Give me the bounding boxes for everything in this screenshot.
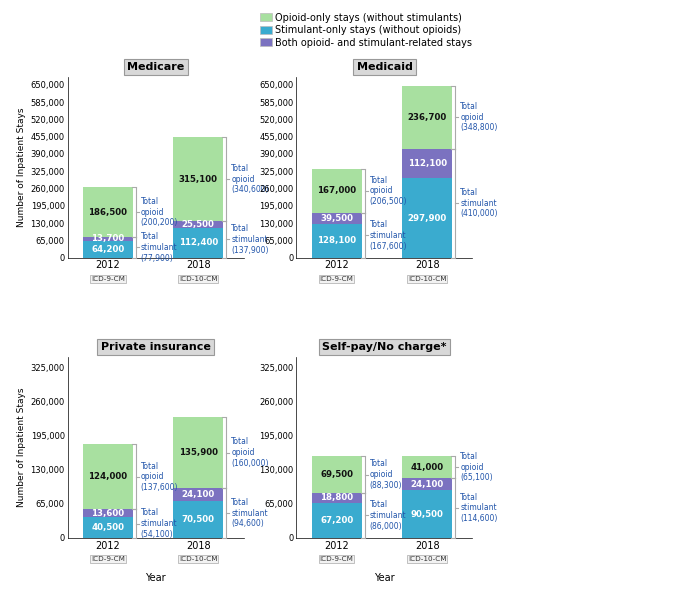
Bar (311, 502, 362, 538)
X-axis label: Year: Year (374, 573, 395, 583)
Text: Total
opioid
(65,100): Total opioid (65,100) (460, 452, 493, 482)
Bar (402, 491, 452, 538)
Text: ICD-9-CM: ICD-9-CM (320, 556, 354, 562)
Text: 69,500: 69,500 (320, 470, 353, 479)
Text: 90,500: 90,500 (411, 509, 443, 518)
Text: Total
opioid
(137,600): Total opioid (137,600) (141, 462, 178, 492)
Bar (402, 178, 452, 258)
Bar (173, 501, 223, 538)
Bar (402, 86, 452, 148)
Text: Total
stimulant
(54,100): Total stimulant (54,100) (141, 508, 178, 539)
Title: Medicare: Medicare (127, 62, 184, 72)
Text: 297,900: 297,900 (408, 213, 447, 222)
Bar (311, 493, 362, 502)
Title: Private insurance: Private insurance (101, 342, 211, 352)
Text: ICD-10-CM: ICD-10-CM (179, 275, 217, 282)
Text: ICD-10-CM: ICD-10-CM (408, 556, 446, 562)
Title: Self-pay/No charge*: Self-pay/No charge* (322, 342, 447, 352)
Text: ICD-10-CM: ICD-10-CM (408, 275, 446, 282)
Bar (82, 241, 133, 258)
Legend: Opioid-only stays (without stimulants), Stimulant-only stays (without opioids), : Opioid-only stays (without stimulants), … (258, 11, 475, 50)
Text: 24,100: 24,100 (410, 479, 444, 489)
Text: 128,100: 128,100 (317, 236, 356, 245)
Text: Total
opioid
(206,500): Total opioid (206,500) (370, 176, 407, 206)
Bar (173, 228, 223, 258)
Text: Total
stimulant
(410,000): Total stimulant (410,000) (460, 188, 497, 218)
Title: Medicaid: Medicaid (356, 62, 412, 72)
Text: 124,000: 124,000 (88, 472, 128, 482)
Text: Total
stimulant
(77,900): Total stimulant (77,900) (141, 232, 178, 262)
Bar (82, 509, 133, 517)
Text: 112,100: 112,100 (408, 159, 447, 168)
Bar (311, 168, 362, 213)
Text: 112,400: 112,400 (179, 238, 218, 247)
Text: 67,200: 67,200 (320, 516, 353, 525)
Text: Total
opioid
(160,000): Total opioid (160,000) (232, 437, 269, 468)
Text: Total
stimulant
(86,000): Total stimulant (86,000) (370, 500, 406, 531)
Bar (402, 478, 452, 491)
Text: 70,500: 70,500 (182, 515, 215, 524)
Text: 167,000: 167,000 (317, 186, 356, 196)
Bar (311, 223, 362, 258)
Bar (82, 517, 133, 538)
Text: 40,500: 40,500 (91, 522, 124, 532)
Bar (173, 488, 223, 501)
Text: Total
opioid
(340,600): Total opioid (340,600) (232, 164, 269, 194)
Text: ICD-10-CM: ICD-10-CM (179, 556, 217, 562)
Y-axis label: Number of Inpatient Stays: Number of Inpatient Stays (18, 388, 26, 507)
Text: ICD-9-CM: ICD-9-CM (91, 275, 125, 282)
Bar (82, 237, 133, 241)
Bar (173, 417, 223, 488)
Text: 135,900: 135,900 (179, 448, 218, 457)
Bar (82, 444, 133, 509)
Bar (402, 456, 452, 478)
Text: Total
stimulant
(114,600): Total stimulant (114,600) (460, 492, 497, 523)
Text: 13,600: 13,600 (91, 508, 124, 518)
Text: 39,500: 39,500 (320, 214, 353, 223)
Text: Total
stimulant
(167,600): Total stimulant (167,600) (370, 220, 407, 251)
Text: 64,200: 64,200 (91, 245, 124, 254)
Y-axis label: Number of Inpatient Stays: Number of Inpatient Stays (18, 108, 26, 227)
Text: 24,100: 24,100 (182, 490, 215, 499)
Text: 186,500: 186,500 (88, 207, 128, 217)
Text: ICD-9-CM: ICD-9-CM (320, 275, 354, 282)
Text: Total
opioid
(348,800): Total opioid (348,800) (460, 102, 497, 132)
Bar (402, 148, 452, 178)
Text: Total
opioid
(200,200): Total opioid (200,200) (141, 197, 178, 228)
Bar (311, 213, 362, 223)
Text: Total
stimulant
(94,600): Total stimulant (94,600) (232, 498, 268, 528)
Bar (82, 187, 133, 237)
Text: ICD-9-CM: ICD-9-CM (91, 556, 125, 562)
Bar (173, 137, 223, 221)
Text: 236,700: 236,700 (408, 113, 447, 122)
Text: Total
stimulant
(137,900): Total stimulant (137,900) (232, 224, 269, 255)
Text: Total
opioid
(88,300): Total opioid (88,300) (370, 459, 402, 490)
Text: 315,100: 315,100 (179, 174, 218, 184)
Bar (173, 221, 223, 228)
Text: 18,800: 18,800 (320, 493, 353, 502)
Bar (311, 456, 362, 493)
Text: 13,700: 13,700 (91, 234, 124, 243)
Text: 41,000: 41,000 (410, 463, 443, 472)
Text: 25,500: 25,500 (182, 220, 215, 229)
X-axis label: Year: Year (145, 573, 166, 583)
